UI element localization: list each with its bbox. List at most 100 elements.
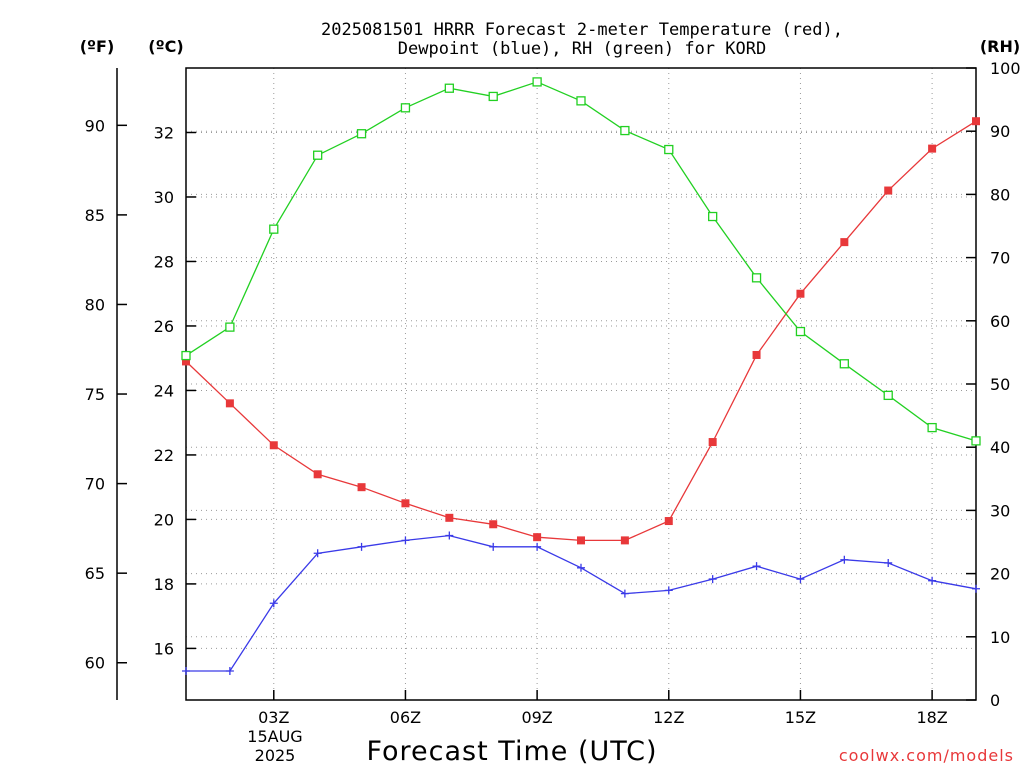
dewpoint-line: [186, 534, 977, 672]
rh-point: [532, 77, 542, 87]
rh-point: [400, 103, 411, 113]
celsius-tick-label: 20: [154, 510, 174, 529]
temperature-point: [269, 441, 278, 450]
temperature-point: [357, 483, 366, 492]
celsius-tick-label: 18: [154, 575, 174, 594]
dewpoint-point: [620, 589, 629, 598]
x-tick-label: 18Z: [916, 708, 947, 727]
dewpoint-point: [708, 575, 717, 584]
fahrenheit-tick-label: 80: [85, 295, 105, 314]
rh-unit-label: (RH): [980, 37, 1020, 56]
temperature-point: [489, 520, 498, 529]
x-tick-label: 03Z: [258, 708, 289, 727]
fahrenheit-unit-label: (ºF): [80, 37, 115, 56]
x-tick-label: 06Z: [390, 708, 421, 727]
dewpoint-point: [752, 562, 761, 571]
temperature-point: [533, 533, 542, 542]
rh-point: [576, 96, 586, 106]
rh-tick-label: 20: [990, 565, 1010, 584]
rh-point: [620, 125, 630, 136]
temperature-point: [225, 399, 234, 408]
x-tick-label: 09Z: [521, 708, 552, 727]
celsius-tick-label: 28: [154, 252, 174, 271]
rh-point: [225, 322, 235, 332]
celsius-tick-label: 22: [154, 446, 174, 465]
fahrenheit-tick-label: 90: [85, 116, 105, 135]
rh-tick-label: 50: [990, 375, 1010, 394]
temperature-point: [313, 470, 322, 479]
date-label-year: 2025: [255, 746, 296, 765]
rh-tick-label: 80: [990, 185, 1010, 204]
dewpoint-point: [357, 542, 366, 551]
temperature-point: [752, 350, 761, 359]
dewpoint-point: [225, 666, 234, 675]
rh-point: [795, 326, 806, 337]
temperature-point: [445, 513, 454, 522]
temperature-point: [401, 499, 410, 508]
dewpoint-point: [182, 666, 190, 675]
fahrenheit-tick-label: 85: [85, 206, 105, 225]
celsius-tick-label: 32: [154, 123, 174, 142]
dewpoint-point: [840, 555, 849, 564]
temperature-point: [972, 117, 980, 126]
chart-title: 2025081501 HRRR Forecast 2-meter Tempera…: [321, 20, 843, 59]
chart-title-line-1: 2025081501 HRRR Forecast 2-meter Tempera…: [321, 20, 843, 40]
temperature-point: [182, 357, 190, 366]
rh-point: [927, 422, 937, 433]
celsius-tick-label: 24: [154, 381, 174, 400]
rh-tick-label: 0: [990, 691, 1000, 710]
temperature-point: [577, 536, 585, 545]
celsius-tick-label: 30: [154, 188, 174, 207]
dewpoint-point: [401, 536, 410, 545]
fahrenheit-tick-label: 60: [85, 654, 105, 673]
temperature-point: [708, 438, 717, 447]
x-axis: 03Z 06Z 09Z 12Z 15Z 18Z: [258, 690, 948, 727]
rh-point: [444, 83, 454, 93]
rh-point: [708, 211, 718, 222]
credit-label[interactable]: coolwx.com/models: [839, 746, 1014, 765]
temperature-point: [840, 238, 849, 247]
rh-tick-label: 100: [990, 59, 1021, 78]
rh-tick-label: 90: [990, 122, 1010, 141]
rh-point: [839, 359, 849, 369]
dewpoint-point: [445, 531, 454, 540]
grid: [186, 68, 976, 700]
rh-point: [488, 91, 498, 102]
x-axis-title: Forecast Time (UTC): [366, 736, 657, 767]
temperature-point: [884, 186, 893, 195]
dewpoint-point: [577, 563, 585, 572]
dewpoint-point: [313, 549, 322, 558]
x-tick-label: 15Z: [785, 708, 816, 727]
fahrenheit-tick-label: 75: [85, 385, 105, 404]
rh-axis: 0 10 20 30 40 50 60 70 80 90 100: [966, 59, 1021, 710]
rh-point: [751, 273, 762, 283]
fahrenheit-axis: 60 65 70 75 80 85 90: [85, 116, 127, 673]
chart-title-line-2: Dewpoint (blue), RH (green) for KORD: [398, 39, 766, 59]
dewpoint-series: [182, 531, 980, 675]
dewpoint-point: [928, 576, 937, 585]
dewpoint-point: [489, 542, 498, 551]
x-tick-label: 12Z: [653, 708, 684, 727]
rh-tick-label: 40: [990, 438, 1010, 457]
date-label-day: 15AUG: [247, 727, 302, 746]
series-layer: [181, 77, 981, 675]
temperature-point: [796, 289, 805, 298]
celsius-tick-label: 26: [154, 317, 174, 336]
temperature-point: [620, 536, 629, 545]
rh-point: [883, 390, 893, 401]
temperature-point: [664, 517, 673, 526]
temperature-series: [182, 117, 980, 545]
rh-point: [971, 436, 981, 446]
celsius-unit-label: (ºC): [148, 37, 183, 56]
fahrenheit-tick-label: 65: [85, 564, 105, 583]
rh-point: [269, 224, 279, 234]
celsius-tick-label: 16: [154, 639, 174, 658]
rh-tick-label: 30: [990, 501, 1010, 520]
rh-point: [181, 350, 191, 361]
dewpoint-point: [972, 584, 980, 593]
dewpoint-point: [269, 599, 278, 608]
rh-point: [356, 129, 367, 139]
dewpoint-point: [664, 586, 673, 595]
rh-point: [313, 150, 323, 160]
